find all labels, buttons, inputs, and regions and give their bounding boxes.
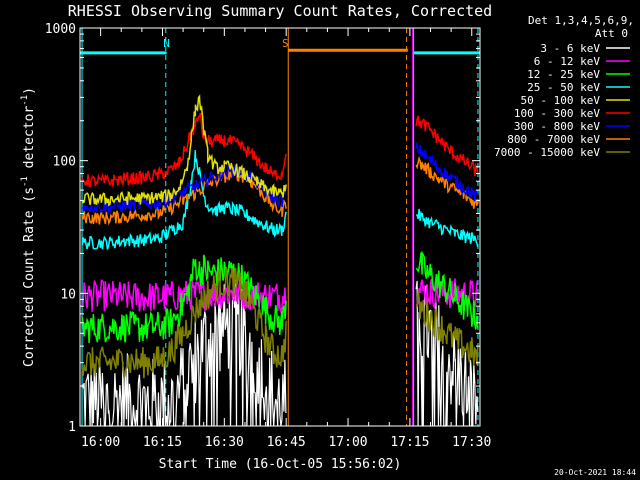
series-line-2-seg-1	[415, 250, 479, 330]
plot-frame	[79, 27, 481, 427]
legend-label-7: 800 - 7000 keV	[507, 133, 600, 146]
y-tick-label: 100	[53, 155, 76, 170]
series-line-1-seg-0	[81, 279, 287, 314]
legend-label-6: 300 - 800 keV	[514, 120, 600, 133]
series-line-0-seg-0	[81, 283, 287, 428]
y-tick-label: 10	[60, 287, 76, 302]
x-axis: 16:00 16:15 16:30 16:45 17:00 17:15 17:30	[79, 28, 491, 450]
series-line-7-seg-1	[415, 155, 479, 209]
chart-title: RHESSI Observing Summary Count Rates, Co…	[68, 2, 492, 20]
y-axis-label: Corrected Count Rate (s-1 detector-1)	[20, 87, 37, 367]
series-line-2-seg-0	[81, 254, 287, 344]
legend-label-2: 12 - 25 keV	[527, 68, 600, 81]
legend-header-line1: Det 1,3,4,5,6,9,	[528, 14, 634, 27]
series-line-8-seg-1	[415, 290, 479, 366]
legend-label-0: 3 - 6 keV	[540, 42, 600, 55]
legend-label-3: 25 - 50 keV	[527, 81, 600, 94]
y-axis: 1 10 100 1000	[45, 22, 480, 435]
x-tick-label: 16:15	[143, 435, 182, 450]
footer-timestamp: 20-Oct-2021 18:44	[554, 468, 636, 477]
series-line-3-seg-0	[81, 150, 287, 250]
annotation-s: S	[282, 37, 289, 50]
legend-label-8: 7000 - 15000 keV	[494, 146, 600, 159]
x-axis-label: Start Time (16-Oct-05 15:56:02)	[159, 457, 402, 472]
series-line-6-seg-1	[415, 142, 479, 202]
y-axis-label-sup2: -1	[20, 95, 30, 106]
legend-label-1: 6 - 12 keV	[534, 55, 601, 68]
series-line-4-seg-0	[81, 94, 287, 207]
legend-header-line2: Att 0	[595, 27, 628, 40]
x-tick-label: 16:00	[81, 435, 120, 450]
annotation-n: N	[163, 37, 170, 50]
y-axis-label-part2: detector	[22, 106, 37, 177]
series-line-5-seg-0	[81, 112, 287, 188]
x-tick-label: 17:00	[328, 435, 367, 450]
x-tick-label: 16:30	[205, 435, 244, 450]
y-tick-label: 1	[68, 420, 76, 435]
legend-label-5: 100 - 300 keV	[514, 107, 600, 120]
y-axis-label-sup1: -1	[20, 176, 30, 187]
y-tick-label: 1000	[45, 22, 76, 37]
x-tick-label: 17:15	[390, 435, 429, 450]
y-axis-label-part1: Corrected Count Rate (s	[22, 187, 37, 367]
y-axis-label-part3: )	[22, 87, 37, 95]
series-line-8-seg-0	[81, 266, 287, 379]
legend-label-4: 50 - 100 keV	[521, 94, 601, 107]
series-line-5-seg-1	[415, 115, 479, 177]
x-tick-label: 17:30	[452, 435, 491, 450]
x-tick-label: 16:45	[267, 435, 306, 450]
series-line-3-seg-1	[416, 208, 479, 248]
